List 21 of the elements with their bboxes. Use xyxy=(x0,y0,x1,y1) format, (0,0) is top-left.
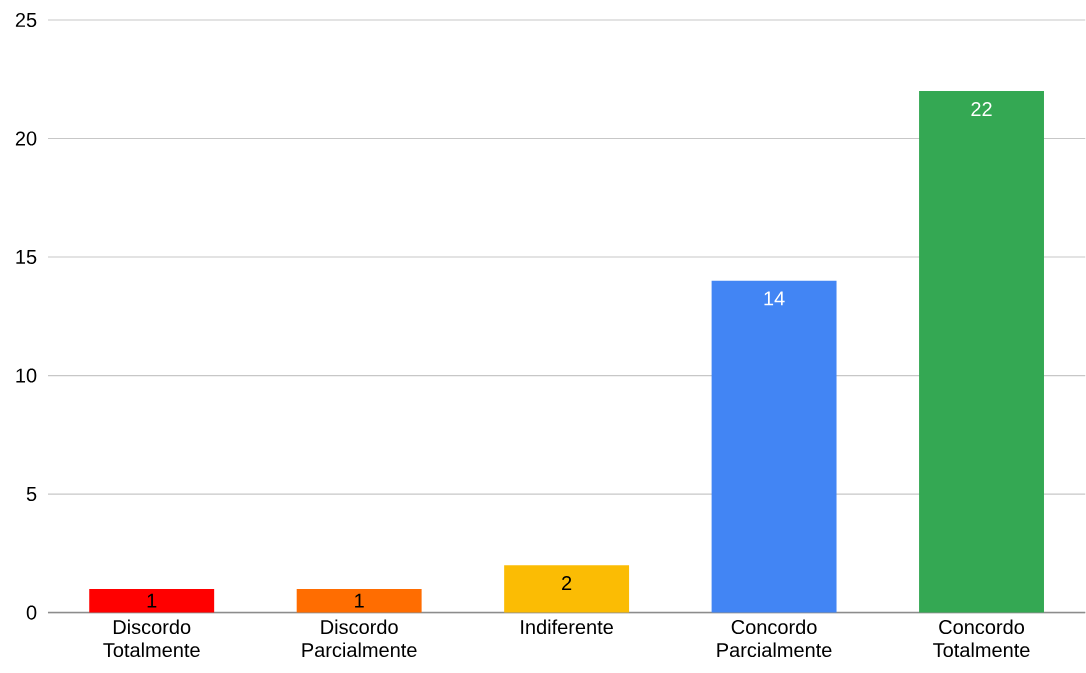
data-label: 1 xyxy=(355,594,364,608)
y-tick-label: 10 xyxy=(16,368,37,383)
y-tick-label: 15 xyxy=(16,250,37,265)
bar xyxy=(89,589,215,613)
y-tick-label: 20 xyxy=(15,131,37,146)
x-tick-label: Concordo Parcialmente xyxy=(717,619,832,658)
bar xyxy=(504,565,630,613)
bar xyxy=(296,589,422,613)
y-tick-label: 5 xyxy=(26,487,37,502)
bar xyxy=(711,280,837,613)
data-label: 14 xyxy=(764,291,785,306)
y-tick-label: 25 xyxy=(15,13,37,28)
x-tick-label: Indiferente xyxy=(521,619,613,635)
data-label: 2 xyxy=(562,576,572,591)
data-label: 22 xyxy=(971,102,992,117)
data-label: 1 xyxy=(147,594,157,608)
y-tick-label: 0 xyxy=(26,605,37,620)
bar xyxy=(919,91,1044,613)
x-tick-label: Discordo Parcialmente xyxy=(302,619,417,658)
x-tick-label: Concordo Totalmente xyxy=(933,619,1030,658)
x-tick-label: Discordo Totalmente xyxy=(103,619,200,658)
